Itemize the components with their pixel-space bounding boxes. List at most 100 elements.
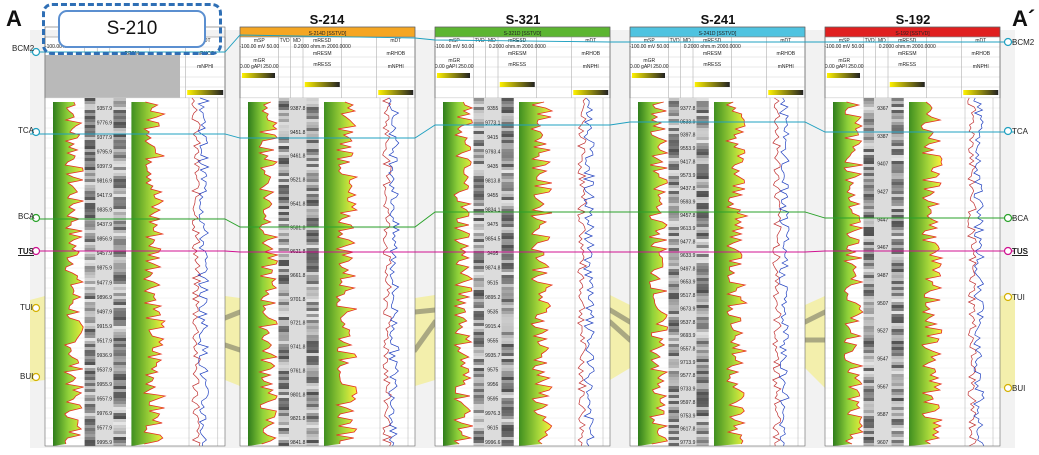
track-header-label: 0.00 gAPI 250.00 [240,64,279,70]
track-header-label: -100.00 mV 50.00 [629,44,669,50]
track-header-label: mRHOB [971,51,990,57]
depth-label: 9896.9 [97,295,113,301]
depth-label: 9535 [487,309,498,315]
well-panel-s-321: S-321D [SSTVD] mSP-100.00 mV 50.00 mGR0.00… [434,26,611,447]
depth-label: 9976.9 [97,411,113,417]
depth-label: 9557.9 [97,396,113,402]
depth-label: 9435 [487,164,498,170]
depth-label: 9587 [877,412,888,418]
depth-label: 9776.9 [97,121,113,127]
well-header-tag: S-321D [SSTVD] [504,31,542,37]
depth-label: 9357.9 [97,106,113,112]
depth-label: 9377.9 [97,135,113,141]
depth-label: 9617.8 [680,427,696,433]
depth-label: 9821.8 [290,416,306,422]
depth-label: 9856.9 [97,237,113,243]
track-header-label: mDT [975,38,986,44]
depth-label: 9397.8 [680,133,696,139]
depth-label: 9367 [877,106,888,112]
depth-label: 9537.9 [97,367,113,373]
horizon-label-left-bcm2: BCM2 [12,44,35,53]
depth-label: 9457.9 [97,251,113,257]
depth-label: 9593.9 [680,200,696,206]
depth-label: 9387.8 [290,106,306,112]
depth-label: 9497.9 [97,309,113,315]
horizon-label-right-tca: TCA [1012,127,1028,136]
well-title-s321: S-321 [505,12,541,27]
depth-label: 9773.1 [485,121,501,127]
depth-label: 9813.8 [485,179,501,185]
horizon-marker-right [1003,37,1013,47]
track-header-label: MD [878,38,886,44]
horizon-marker-right [1003,383,1013,393]
track-header-label: mGR [448,58,460,64]
track-header-label: mRHOB [776,51,795,57]
horizon-label-left-tus: TUS [18,247,34,256]
track-header-label: mNPHI [973,64,989,70]
horizon-label-left-tca: TCA [18,126,34,135]
well-title-s214: S-214 [309,12,345,27]
track-header-label: mNPHI [388,64,404,70]
depth-label: 9875.9 [97,266,113,272]
depth-label: 9816.9 [97,179,113,185]
depth-label: 9457.8 [680,213,696,219]
depth-label: 9653.9 [680,280,696,286]
depth-label: 9693.9 [680,333,696,339]
track-header-label: TVD [475,38,485,44]
well-header-tag: S-214D [SSTVD] [309,31,347,37]
horizon-label-right-tus: TUS [1012,247,1028,256]
depth-label: 9661.8 [290,273,306,279]
track-header-label: TVD [280,38,290,44]
depth-label: 9517.8 [680,293,696,299]
track-header-label: mSP [644,38,656,44]
depth-label: 9854.5 [485,237,501,243]
depth-label: 9477.9 [97,280,113,286]
depth-label: 9955.9 [97,382,113,388]
depth-label: 9521.8 [290,178,306,184]
depth-label: 9841.8 [290,440,306,446]
depth-label: 9956 [487,382,498,388]
track-header-label: mDT [780,38,791,44]
depth-label: 9377.8 [680,106,696,112]
track-header-label: mRESD [898,38,916,44]
depth-label: 9397.9 [97,164,113,170]
horizon-marker-right [1003,213,1013,223]
depth-label: 9615 [487,426,498,432]
track-header-label: MD [683,38,691,44]
well-panel-s-241: S-241D [SSTVD] mSP-100.00 mV 50.00 mGR0.00… [629,26,806,447]
depth-label: 9557.8 [680,347,696,353]
horizon-marker-right [1003,246,1013,256]
track-header-label: mRESM [703,51,722,57]
depth-label: 9713.9 [680,360,696,366]
track-header-label: mRHOB [581,51,600,57]
section-end-label: A´ [1012,6,1036,31]
track-header-label: mRESS [703,62,721,68]
depth-label: 9573.9 [680,173,696,179]
well-panel-s-214: S-214D [SSTVD] mSP-100.00 mV 50.00 mGR0.00… [239,26,416,447]
track-header-label: mNPHI [778,64,794,70]
horizon-marker-left [31,303,41,313]
depth-label: 9507 [877,301,888,307]
callout-well-label: S-210 [58,10,206,48]
depth-label: 9475 [487,222,498,228]
track-header-label: mSP [839,38,851,44]
horizon-label-right-bui: BUI [1012,384,1026,393]
well-title-s241: S-241 [700,12,736,27]
depth-label: 9721.8 [290,321,306,327]
track-header-label: -100.00 mV 50.00 [239,44,279,50]
depth-label: 9541.8 [290,201,306,207]
depth-label: 9936.9 [97,353,113,359]
track-header-label: 0.2000 ohm.m 2000.0000 [489,44,546,50]
track-header-label: mRESD [313,38,331,44]
depth-label: 9761.8 [290,368,306,374]
track-header-label: mRESS [313,62,331,68]
depth-label: 9607 [877,440,888,446]
depth-label: 9455 [487,193,498,199]
horizon-marker-right [1003,126,1013,136]
depth-label: 9417.9 [97,193,113,199]
horizon-label-left-bca: BCA [18,212,35,221]
depth-label: 9581.8 [290,225,306,231]
depth-label: 9437.8 [680,186,696,192]
well-header-tag: S-192 [SSTVD] [895,31,930,37]
depth-label: 9801.8 [290,392,306,398]
